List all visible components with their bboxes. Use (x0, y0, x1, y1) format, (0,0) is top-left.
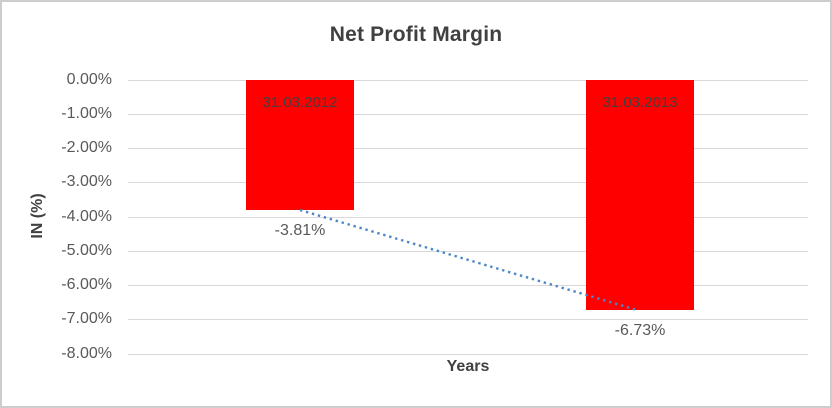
gridline (128, 319, 808, 321)
y-tick-label: -1.00% (61, 104, 112, 122)
bar-31.03.2013: 31.03.2013 (586, 79, 694, 310)
y-tick-label: -3.00% (61, 173, 112, 191)
gridline (128, 216, 808, 218)
bar-31.03.2012: 31.03.2012 (246, 79, 354, 210)
gridline (128, 250, 808, 252)
y-tick-label: 0.00% (66, 70, 112, 88)
y-tick-label: -4.00% (61, 207, 112, 225)
bar-category-label: 31.03.2013 (602, 93, 678, 111)
gridline (128, 353, 808, 355)
gridline (128, 79, 808, 81)
y-tick-label: -5.00% (61, 241, 112, 259)
y-tick-label: -8.00% (61, 344, 112, 362)
gridline (128, 148, 808, 149)
gridline (128, 182, 808, 184)
data-label: -6.73% (614, 322, 666, 339)
y-tick-label: -2.00% (61, 139, 112, 156)
bar-category-label: 31.03.2012 (262, 93, 338, 111)
x-axis-title: Years (446, 358, 490, 375)
y-tick-label: -7.00% (61, 310, 112, 328)
chart-title: Net Profit Margin (329, 23, 503, 46)
data-label: -3.81% (274, 221, 326, 239)
gridline (128, 285, 808, 286)
gridline (128, 113, 808, 115)
y-tick-label: -6.00% (61, 276, 112, 293)
